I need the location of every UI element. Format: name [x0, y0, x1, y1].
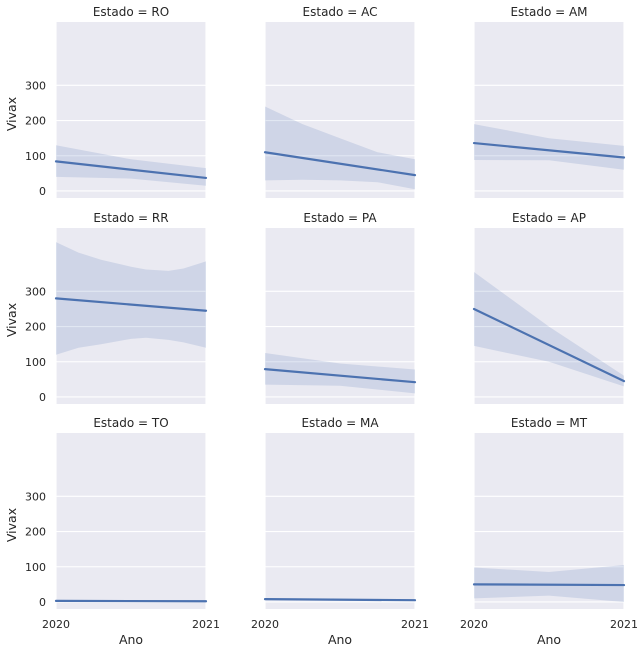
y-tick-label: 200 — [25, 526, 46, 539]
confidence-band — [56, 242, 206, 355]
facet-title: Estado = PA — [303, 211, 377, 225]
facet-title: Estado = MA — [301, 416, 379, 430]
panel-background — [265, 22, 415, 198]
facet-rr: Estado = RR 0 100 200 300 Vivax — [4, 211, 208, 404]
x-axis-label: Ano — [328, 632, 352, 647]
x-tick-label: 2020 — [460, 618, 488, 631]
y-tick-label: 300 — [25, 79, 46, 92]
facet-title: Estado = AP — [512, 211, 586, 225]
facet-pa: Estado = PA — [263, 211, 417, 404]
facet-to: Estado = TO 0 100 200 300 Vivax 2020 2021 Ano — [4, 416, 220, 647]
regression-line — [263, 598, 417, 602]
confidence-band — [474, 124, 624, 170]
facet-title: Estado = RR — [93, 211, 168, 225]
confidence-band — [56, 145, 206, 186]
x-tick-label: 2021 — [192, 618, 220, 631]
x-tick-label: 2021 — [401, 618, 429, 631]
facet-title: Estado = AC — [303, 5, 378, 19]
panel-background — [56, 228, 206, 404]
facet-ac: Estado = AC — [263, 5, 417, 198]
x-tick-label: 2020 — [42, 618, 70, 631]
y-tick-label: 100 — [25, 561, 46, 574]
y-axis-label: Vivax — [4, 508, 19, 542]
panel-background — [265, 433, 415, 609]
regression-line — [472, 583, 626, 587]
y-tick-label: 200 — [25, 321, 46, 334]
panel-background — [474, 22, 624, 198]
y-tick-label: 100 — [25, 150, 46, 163]
facet-mt: Estado = MT 2020 2021 Ano — [460, 416, 638, 647]
facet-am: Estado = AM — [472, 5, 626, 198]
x-tick-label: 2021 — [610, 618, 638, 631]
x-axis-label: Ano — [537, 632, 561, 647]
x-tick-label: 2020 — [251, 618, 279, 631]
regression-line — [263, 368, 417, 384]
y-tick-label: 0 — [39, 391, 46, 404]
x-axis-label: Ano — [119, 632, 143, 647]
y-axis-label: Vivax — [4, 97, 19, 131]
y-tick-label: 0 — [39, 185, 46, 198]
panel-background — [56, 433, 206, 609]
regression-line — [472, 141, 626, 159]
panel-background — [474, 433, 624, 609]
y-tick-label: 300 — [25, 490, 46, 503]
facet-title: Estado = RO — [93, 5, 169, 19]
facet-ro: Estado = RO 0 100 200 300 Vivax — [4, 5, 208, 198]
y-tick-label: 200 — [25, 115, 46, 128]
y-tick-label: 100 — [25, 356, 46, 369]
y-tick-label: 0 — [39, 596, 46, 609]
y-axis-label: Vivax — [4, 303, 19, 337]
regression-line — [263, 151, 417, 177]
facet-ma: Estado = MA 2020 2021 Ano — [251, 416, 429, 647]
facet-ap: Estado = AP — [472, 211, 626, 404]
regression-line — [54, 160, 208, 180]
facet-title: Estado = TO — [93, 416, 168, 430]
confidence-band — [265, 353, 415, 394]
regression-line — [54, 297, 208, 312]
panel-background — [474, 228, 624, 404]
regression-line — [472, 307, 626, 383]
y-tick-label: 300 — [25, 285, 46, 298]
facet-title: Estado = AM — [510, 5, 587, 19]
confidence-band — [474, 272, 624, 387]
facet-title: Estado = MT — [511, 416, 588, 430]
confidence-band — [474, 565, 624, 602]
